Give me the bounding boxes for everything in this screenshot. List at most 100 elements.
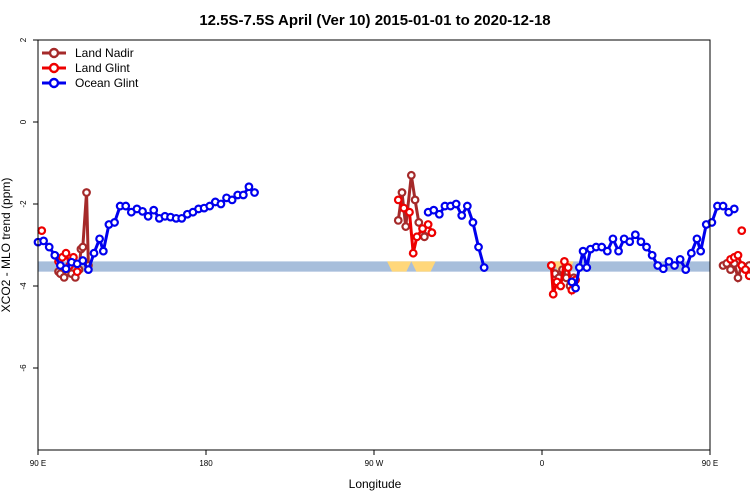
- data-point: [479, 263, 489, 272]
- data-point: [647, 250, 657, 260]
- data-point: [39, 236, 48, 246]
- data-point: [686, 248, 696, 258]
- series-land-nadir: [54, 170, 750, 291]
- data-point: [597, 242, 607, 252]
- data-point: [602, 246, 612, 256]
- data-point: [406, 170, 416, 180]
- x-tick-label: 0: [540, 459, 545, 468]
- y-tick-label: -2: [19, 200, 28, 208]
- data-point: [664, 257, 674, 266]
- data-point: [681, 265, 691, 275]
- data-point: [733, 273, 743, 283]
- data-point: [238, 190, 248, 200]
- data-point: [744, 271, 750, 281]
- series-ocean-glint: [33, 182, 739, 293]
- data-point: [429, 205, 439, 215]
- data-point: [250, 188, 259, 197]
- data-point: [408, 248, 418, 258]
- land-band-1: [411, 261, 436, 272]
- data-point: [149, 205, 159, 215]
- data-point: [205, 201, 215, 211]
- legend-label: Land Glint: [75, 61, 130, 75]
- data-point: [696, 246, 706, 256]
- data-point: [121, 201, 131, 211]
- data-point: [98, 246, 108, 256]
- data-point: [418, 224, 427, 234]
- data-point: [462, 201, 472, 211]
- y-tick-label: 2: [19, 37, 28, 42]
- data-point: [614, 246, 623, 256]
- data-point: [244, 182, 254, 192]
- data-point: [397, 188, 407, 197]
- data-point: [567, 277, 577, 287]
- data-point: [138, 206, 147, 216]
- data-point: [37, 226, 47, 236]
- data-point: [563, 263, 573, 272]
- data-point: [410, 195, 420, 205]
- data-point: [468, 218, 478, 227]
- data-point: [729, 204, 739, 214]
- data-point: [110, 218, 119, 227]
- data-point: [423, 220, 433, 229]
- data-point: [726, 265, 735, 275]
- data-point: [658, 264, 668, 274]
- data-point: [405, 207, 414, 217]
- data-point: [457, 211, 467, 220]
- x-tick-label: 90 E: [702, 459, 718, 468]
- chart-title: 12.5S-7.5S April (Ver 10) 2015-01-01 to …: [199, 12, 550, 29]
- data-point: [393, 215, 403, 225]
- legend-swatch-marker: [48, 77, 60, 89]
- plot-area: [33, 170, 750, 299]
- y-tick-label: -4: [19, 282, 28, 290]
- x-tick-label: 90 E: [30, 459, 46, 468]
- data-point: [556, 281, 566, 291]
- data-point: [733, 250, 743, 260]
- data-point: [95, 234, 104, 244]
- data-point: [642, 242, 651, 252]
- data-point: [216, 199, 226, 209]
- legend-label: Land Nadir: [75, 46, 134, 60]
- data-point: [692, 234, 702, 244]
- axis-ticks: 90 E 180 90 W 0 90 E 2 0 -2 -4 -6: [19, 37, 718, 468]
- data-point: [427, 228, 437, 238]
- y-axis-label: XCO2 - MLO trend (ppm): [0, 178, 13, 313]
- data-point: [630, 230, 640, 240]
- data-point: [50, 250, 60, 260]
- data-point: [83, 265, 93, 275]
- data-point: [546, 261, 556, 270]
- data-point: [670, 261, 679, 270]
- y-tick-label: -6: [19, 364, 28, 372]
- data-point: [451, 199, 461, 209]
- data-point: [59, 272, 69, 282]
- data-point: [434, 209, 444, 219]
- data-point: [414, 218, 424, 227]
- data-point: [401, 222, 411, 231]
- data-point: [78, 242, 88, 252]
- data-point: [571, 283, 580, 293]
- data-point: [718, 201, 728, 211]
- y-tick-label: 0: [19, 119, 28, 124]
- data-point: [636, 237, 646, 247]
- data-point: [675, 254, 685, 264]
- x-tick-label: 90 W: [365, 459, 384, 468]
- data-point: [393, 195, 403, 205]
- data-point: [737, 226, 747, 236]
- data-point: [89, 248, 99, 258]
- data-point: [741, 265, 750, 275]
- data-point: [82, 188, 91, 197]
- data-point: [177, 213, 187, 223]
- data-point: [574, 263, 584, 272]
- land-band-0: [387, 261, 412, 272]
- data-point: [548, 289, 558, 299]
- legend-label: Ocean Glint: [75, 76, 139, 90]
- legend-swatch-marker: [48, 62, 60, 74]
- data-point: [560, 257, 569, 266]
- data-point: [399, 203, 409, 213]
- data-point: [608, 234, 618, 244]
- x-tick-label: 180: [199, 459, 213, 468]
- legend-swatch-marker: [48, 47, 60, 59]
- data-point: [625, 237, 635, 247]
- data-point: [143, 211, 153, 221]
